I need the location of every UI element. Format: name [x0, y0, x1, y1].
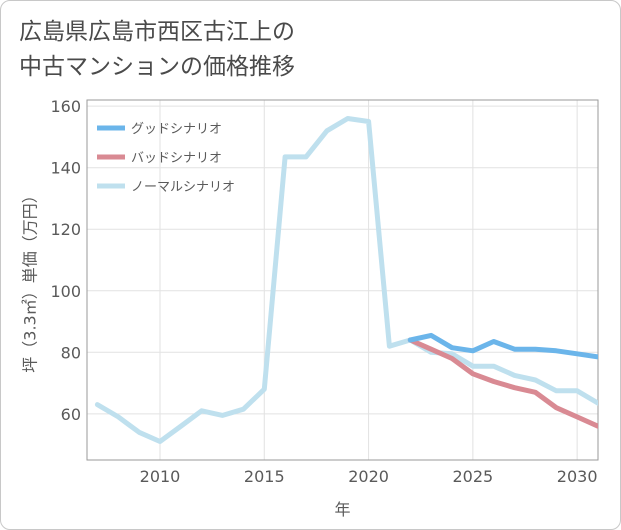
x-axis-label: 年	[334, 500, 350, 519]
chart-title-line-2: 中古マンションの価格推移	[19, 54, 295, 80]
x-tick-label: 2030	[557, 467, 598, 486]
legend-label-normal: ノーマルシナリオ	[131, 180, 235, 195]
y-tick-label: 120	[50, 220, 81, 239]
y-tick-label: 140	[50, 159, 81, 178]
x-axis-ticks: 2010 2015 2020 2025 2030	[140, 467, 598, 486]
y-axis-ticks: 60 80 100 120 140 160	[50, 97, 81, 424]
vertical-gridlines	[159, 100, 578, 460]
series-line-bad	[407, 337, 598, 429]
legend-label-bad: バッドシナリオ	[131, 151, 222, 166]
x-tick-label: 2015	[244, 467, 285, 486]
y-axis-label: 坪（3.3㎡）単価（万円）	[21, 187, 40, 372]
legend-label-good: グッドシナリオ	[131, 122, 222, 137]
y-tick-label: 100	[50, 282, 81, 301]
x-tick-label: 2025	[452, 467, 493, 486]
chart-title-line-1: 広島県広島市西区古江上の	[19, 19, 295, 45]
series-layer	[94, 116, 598, 444]
series-line-normal	[94, 116, 598, 444]
horizontal-gridlines	[87, 105, 598, 415]
plot-area-frame	[86, 99, 599, 461]
chart-title: 広島県広島市西区古江上の 中古マンションの価格推移	[19, 15, 295, 85]
series-line-good	[407, 332, 598, 360]
x-tick-label: 2010	[140, 467, 181, 486]
y-tick-label: 80	[61, 343, 81, 362]
y-tick-label: 60	[61, 405, 81, 424]
y-tick-label: 160	[50, 97, 81, 116]
x-tick-label: 2020	[348, 467, 389, 486]
